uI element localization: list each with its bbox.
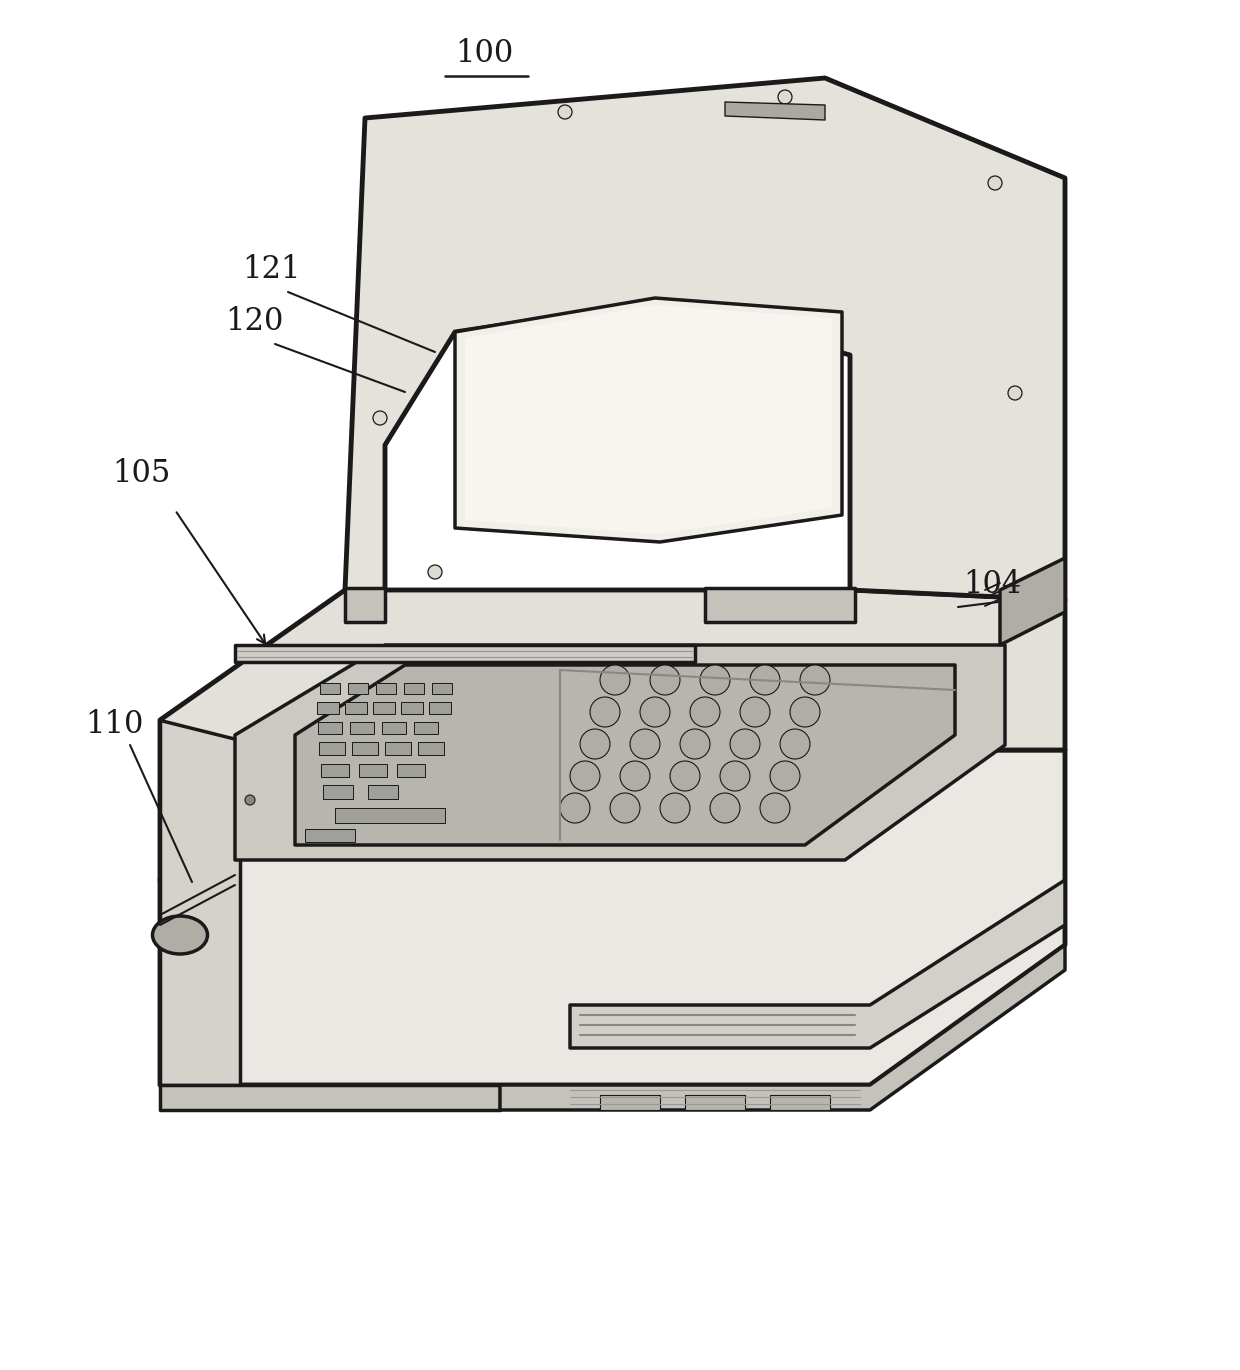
Circle shape [570,760,600,790]
Circle shape [988,175,1002,190]
Bar [305,829,355,841]
Polygon shape [160,749,1065,1085]
Bar [317,701,339,714]
Circle shape [780,729,810,759]
Bar [368,785,398,799]
Polygon shape [345,78,1065,600]
Circle shape [680,729,711,759]
Bar [432,682,453,693]
Circle shape [620,760,650,790]
Bar [384,741,410,755]
Bar [401,701,423,714]
Circle shape [590,697,620,727]
Polygon shape [600,1095,660,1110]
Circle shape [800,664,830,695]
Circle shape [600,664,630,695]
Text: 100: 100 [455,38,513,68]
Circle shape [560,793,590,823]
Bar [373,701,396,714]
Circle shape [246,795,255,806]
Circle shape [750,664,780,695]
Ellipse shape [153,917,207,954]
Circle shape [580,729,610,759]
Text: 105: 105 [112,458,170,489]
Circle shape [670,760,701,790]
Circle shape [720,760,750,790]
Circle shape [660,793,689,823]
Bar [319,741,345,755]
Polygon shape [295,664,955,845]
Circle shape [1008,386,1022,400]
Circle shape [640,697,670,727]
Bar [345,701,367,714]
Bar [350,722,374,734]
Polygon shape [160,590,1065,880]
Circle shape [650,664,680,695]
Bar [404,682,424,693]
Polygon shape [570,880,1065,1048]
Text: 120: 120 [224,306,284,337]
Polygon shape [236,645,1004,860]
Circle shape [610,793,640,823]
Bar [322,785,353,799]
Text: 110: 110 [86,710,144,740]
Circle shape [760,793,790,823]
Bar [317,722,342,734]
Bar [335,807,445,822]
Bar [397,763,425,777]
Bar [352,741,378,755]
Bar [414,722,438,734]
Polygon shape [160,721,241,1085]
Circle shape [428,564,441,580]
Bar [429,701,451,714]
Circle shape [777,90,792,104]
Bar [348,682,368,693]
Polygon shape [725,101,825,121]
Polygon shape [465,306,832,534]
Bar [376,682,396,693]
Text: 104: 104 [963,569,1021,600]
Circle shape [740,697,770,727]
Circle shape [770,760,800,790]
Bar [321,763,348,777]
Polygon shape [500,945,1065,1110]
Polygon shape [706,588,856,622]
Circle shape [558,105,572,119]
Circle shape [373,411,387,425]
Polygon shape [455,299,842,543]
Polygon shape [684,1095,745,1110]
Bar [418,741,444,755]
Circle shape [730,729,760,759]
Circle shape [711,793,740,823]
Circle shape [630,729,660,759]
Text: 121: 121 [242,253,300,285]
Circle shape [689,697,720,727]
Bar [320,682,340,693]
Polygon shape [236,645,694,662]
Circle shape [790,697,820,727]
Bar [382,722,405,734]
Polygon shape [770,1095,830,1110]
Polygon shape [999,558,1065,645]
Bar [360,763,387,777]
Polygon shape [345,588,384,622]
Polygon shape [160,1085,500,1110]
Circle shape [701,664,730,695]
